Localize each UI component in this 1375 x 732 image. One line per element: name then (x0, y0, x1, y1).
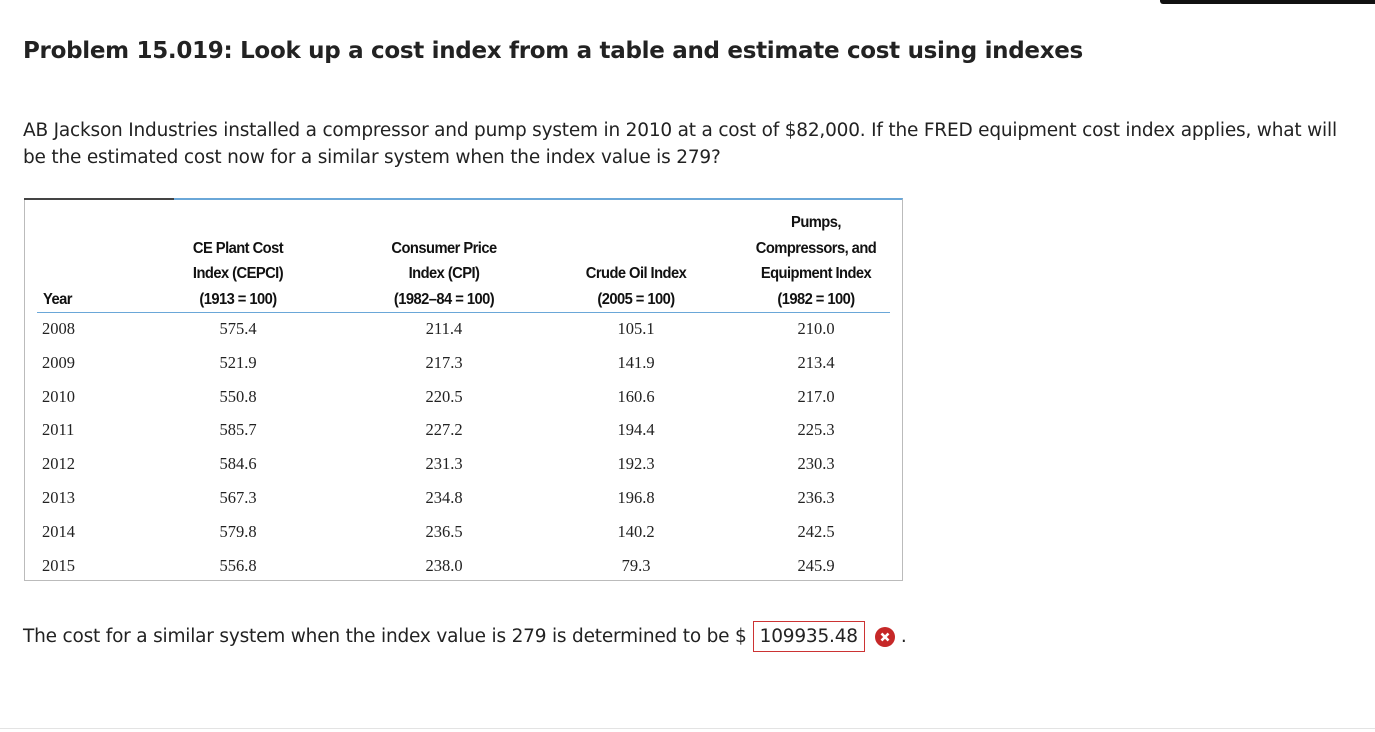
table-cell: 213.4 (797, 352, 835, 372)
title: Problem 15.019: Look up a cost index fro… (23, 38, 1083, 64)
table-cell: 234.8 (425, 488, 463, 507)
column-header: CE Plant Cost Index (CEPCI) (1913 = 100) (155, 200, 321, 312)
answer-input[interactable]: 109935.48 (752, 621, 865, 652)
header-line: (1913 = 100) (199, 290, 277, 308)
answer-prompt: The cost for a similar system when the i… (23, 626, 747, 647)
table-cell: 2012 (42, 454, 75, 474)
table-cell: 556.8 (219, 555, 257, 575)
header-line: Consumer Price (391, 239, 497, 257)
header-line: Index (CPI) (408, 265, 480, 282)
table-cell: 242.5 (797, 521, 835, 541)
table-cell: 2015 (42, 555, 75, 575)
table-cell: 2014 (42, 521, 75, 541)
table-cell: 579.8 (219, 521, 257, 541)
top-bar (1160, 0, 1375, 4)
answer-end: . (900, 626, 907, 647)
header-line: Equipment Index (760, 265, 872, 282)
table-cell: 236.3 (797, 488, 835, 507)
table-cell: 227.2 (425, 420, 463, 440)
column-header: Year (43, 200, 72, 312)
table-cell: 236.5 (425, 521, 463, 541)
table-cell: 196.8 (617, 488, 655, 507)
table-cell: 550.8 (219, 386, 257, 406)
table-accent (24, 198, 174, 200)
table-cell: 230.3 (797, 454, 835, 474)
table-cell: 105.1 (617, 319, 655, 338)
question: AB Jackson Industries installed a compre… (23, 120, 1337, 168)
table-cell: 194.4 (617, 420, 655, 440)
table-cell: 225.3 (797, 420, 835, 440)
table-cell: 238.0 (425, 555, 463, 575)
index-table: Year CE Plant Cost Index (CEPCI) (1913 = 10… (24, 198, 903, 581)
table-cell: 231.3 (425, 454, 463, 474)
header-line: (1982–84 = 100) (393, 290, 495, 308)
table-cell: 521.9 (219, 352, 257, 372)
table-cell: 140.2 (617, 521, 655, 541)
table-cell: 220.5 (425, 386, 463, 406)
header-line: CE Plant Cost (192, 239, 284, 257)
header-rule (37, 312, 890, 313)
table-cell: 160.6 (617, 386, 655, 406)
table-cell: 2010 (42, 386, 75, 406)
table-cell: 245.9 (797, 555, 835, 575)
incorrect-icon (874, 626, 895, 647)
table-cell: 585.7 (219, 420, 257, 440)
header-line: Pumps, (791, 214, 841, 231)
answer-row: The cost for a similar system when the i… (23, 621, 907, 652)
header-line: Index (CEPCI) (192, 265, 284, 282)
table-cell: 2009 (42, 352, 75, 372)
table-cell: 141.9 (617, 352, 655, 372)
table-cell: 584.6 (219, 454, 257, 474)
header-line: (2005 = 100) (597, 290, 675, 308)
column-header: Consumer Price Index (CPI) (1982–84 = 100) (361, 200, 527, 312)
table-cell: 210.0 (797, 319, 835, 338)
column-header: Crude Oil Index (2005 = 100) (553, 200, 719, 312)
header-line: Year (43, 290, 72, 308)
bottom-rule (0, 728, 1375, 729)
header-line: (1982 = 100) (777, 290, 855, 308)
table-cell: 192.3 (617, 454, 655, 474)
table-cell: 567.3 (219, 488, 257, 507)
table-cell: 2008 (42, 319, 75, 338)
table-cell: 2013 (42, 488, 75, 507)
table-cell: 217.0 (797, 386, 835, 406)
table-cell: 79.3 (621, 555, 651, 575)
table-cell: 211.4 (425, 319, 463, 338)
table-cell: 575.4 (219, 319, 257, 338)
header-line: Crude Oil Index (585, 265, 687, 282)
table-cell: 2011 (42, 420, 75, 440)
header-line: Compressors, and (755, 239, 877, 257)
table-cell: 217.3 (425, 352, 463, 372)
column-header: Pumps, Compressors, and Equipment Index (19… (733, 200, 899, 312)
